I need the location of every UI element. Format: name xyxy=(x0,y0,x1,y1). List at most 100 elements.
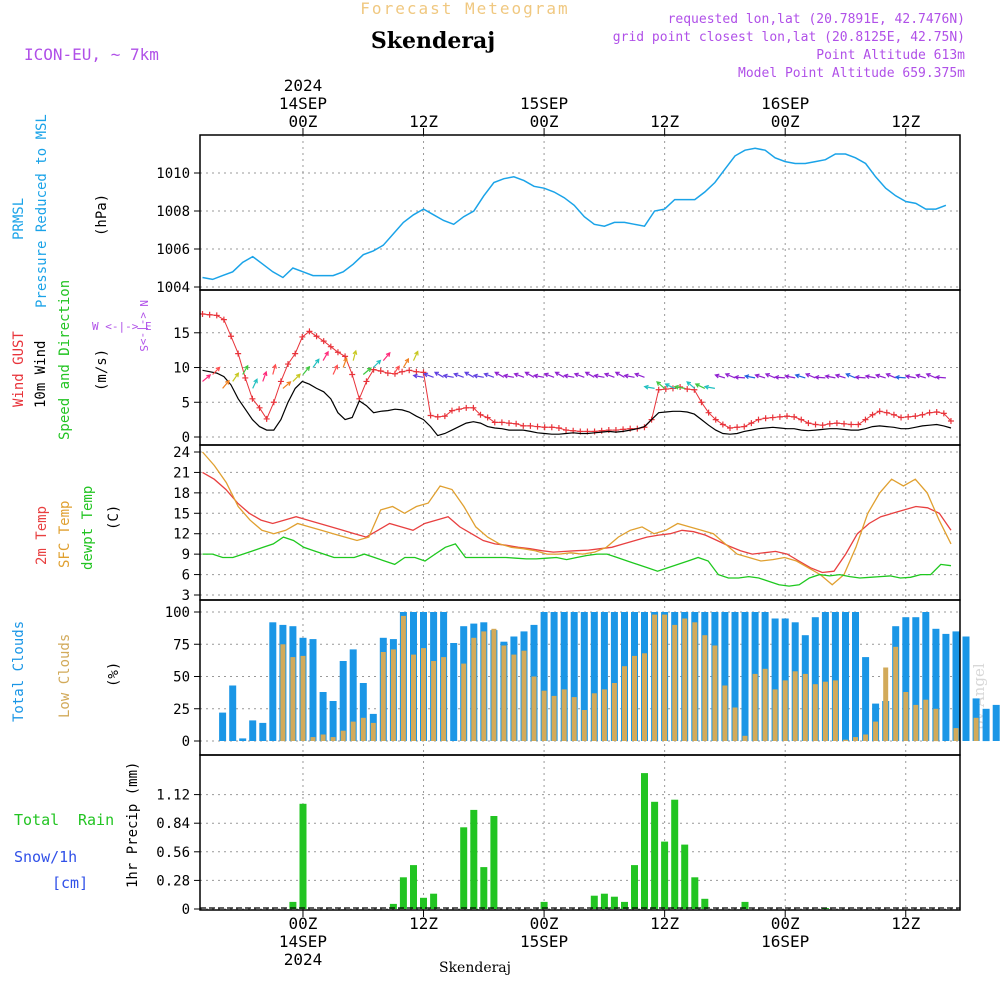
gust-marker xyxy=(213,312,220,319)
gust-marker xyxy=(206,311,213,318)
y-tick-label: 6 xyxy=(182,568,190,584)
wind-direction-arrow xyxy=(563,373,575,379)
y-tick-label: 1006 xyxy=(156,242,190,258)
gust-marker xyxy=(463,404,470,411)
gust-marker xyxy=(270,399,277,406)
total-cloud-bar xyxy=(229,685,237,741)
low-cloud-bar xyxy=(491,628,497,741)
wind-direction-arrow xyxy=(773,374,786,380)
precip-bar xyxy=(590,895,598,909)
wind-direction-arrow xyxy=(412,350,419,361)
gust-marker xyxy=(755,416,762,423)
wind-direction-arrow xyxy=(664,383,675,389)
low-cloud-bar xyxy=(571,697,577,741)
total-cloud-bar xyxy=(741,612,749,741)
plot-layer: 1004100610081010051015369121518212402550… xyxy=(156,76,1000,969)
temp-2m-label: 2m Temp xyxy=(34,506,50,565)
total-cloud-bar xyxy=(982,708,990,742)
gust-marker xyxy=(798,416,805,423)
precip-bar xyxy=(460,827,468,909)
low-cloud-bar xyxy=(360,717,366,741)
precip-bar xyxy=(540,901,548,909)
gust-marker xyxy=(741,423,748,430)
wind-direction-arrow xyxy=(513,372,525,378)
compass-s: S xyxy=(137,345,150,352)
y-tick-label: 15 xyxy=(173,506,190,522)
wind-direction-arrow xyxy=(934,374,946,380)
y-tick-label: 15 xyxy=(173,326,190,342)
gust-marker xyxy=(762,415,769,422)
total-cloud-bar xyxy=(771,618,779,741)
wind-direction-arrow xyxy=(433,371,444,378)
total-cloud-bar xyxy=(540,612,548,741)
wind-direction-arrow xyxy=(864,374,876,380)
gust-marker xyxy=(862,416,869,423)
wind-direction-arrow xyxy=(743,374,756,380)
gust-marker xyxy=(456,406,463,413)
total-cloud-bar xyxy=(842,612,849,741)
precip-bar xyxy=(410,865,417,909)
gust-marker xyxy=(876,408,883,415)
wind-direction-arrow xyxy=(312,358,320,368)
time-label-top: 00Z xyxy=(289,112,318,131)
low-cloud-bar xyxy=(692,622,698,741)
wind-direction-arrow xyxy=(402,357,410,368)
time-label-bottom: 00Z xyxy=(771,914,800,933)
t2m-line xyxy=(202,471,952,574)
time-label-top: 14SEP xyxy=(279,94,327,113)
wind-direction-arrow xyxy=(794,373,806,379)
precip-bar xyxy=(691,877,699,909)
wind-direction-arrow xyxy=(834,373,846,379)
low-cloud-bar xyxy=(923,699,929,741)
product-title: Forecast Meteogram xyxy=(360,0,569,18)
low-cloud-bar xyxy=(782,680,788,741)
total-cloud-bar xyxy=(902,617,910,741)
gust-marker xyxy=(377,368,384,374)
time-label-bottom: 2024 xyxy=(284,950,323,969)
wind-direction-arrow xyxy=(483,372,495,378)
time-label-top: 12Z xyxy=(891,112,920,131)
temp-unit: (C) xyxy=(106,505,122,530)
precip-cm-label: [cm] xyxy=(52,874,88,892)
total-cloud-bar xyxy=(952,631,960,741)
wind-direction-arrow xyxy=(714,373,726,379)
low-cloud-bar xyxy=(350,721,356,741)
gust-marker xyxy=(841,420,848,427)
wind-line xyxy=(202,369,952,437)
precip-snow-label: Snow/1h xyxy=(14,848,77,866)
wind-direction-arrow xyxy=(272,363,277,375)
panel-frame xyxy=(199,754,961,911)
gust-marker xyxy=(313,333,320,340)
gust-marker xyxy=(719,421,726,428)
precip-bar xyxy=(430,893,438,909)
gust-marker xyxy=(327,343,334,350)
precip-bar xyxy=(671,799,679,909)
total-cloud-bar xyxy=(560,612,568,741)
wind-direction-arrow xyxy=(764,373,776,379)
gust-marker xyxy=(484,414,491,421)
gust-marker xyxy=(662,386,669,393)
total-cloud-bar xyxy=(319,692,327,741)
wind-direction-arrow xyxy=(292,373,301,382)
gust-marker xyxy=(548,424,555,431)
wind-direction-arrow xyxy=(302,365,311,375)
wind-gust-label: Wind GUST xyxy=(11,331,27,407)
gust-marker xyxy=(220,316,227,323)
low-cloud-bar xyxy=(501,645,507,741)
gust-marker xyxy=(598,427,605,434)
gust-marker xyxy=(591,428,598,435)
y-tick-label: 50 xyxy=(173,670,190,686)
wind-direction-arrow xyxy=(915,373,926,379)
total-cloud-bar xyxy=(731,612,739,741)
low-cloud-bar xyxy=(682,618,688,741)
wind-direction-arrow xyxy=(854,374,866,380)
time-label-top: 12Z xyxy=(409,112,438,131)
time-label-bottom: 00Z xyxy=(289,914,318,933)
low-cloud-bar xyxy=(551,695,557,741)
gust-marker xyxy=(563,427,570,434)
gust-marker xyxy=(513,420,520,427)
total-cloud-bar xyxy=(912,617,920,741)
total-cloud-bar xyxy=(590,612,598,741)
sfc-temp-line xyxy=(202,451,952,586)
